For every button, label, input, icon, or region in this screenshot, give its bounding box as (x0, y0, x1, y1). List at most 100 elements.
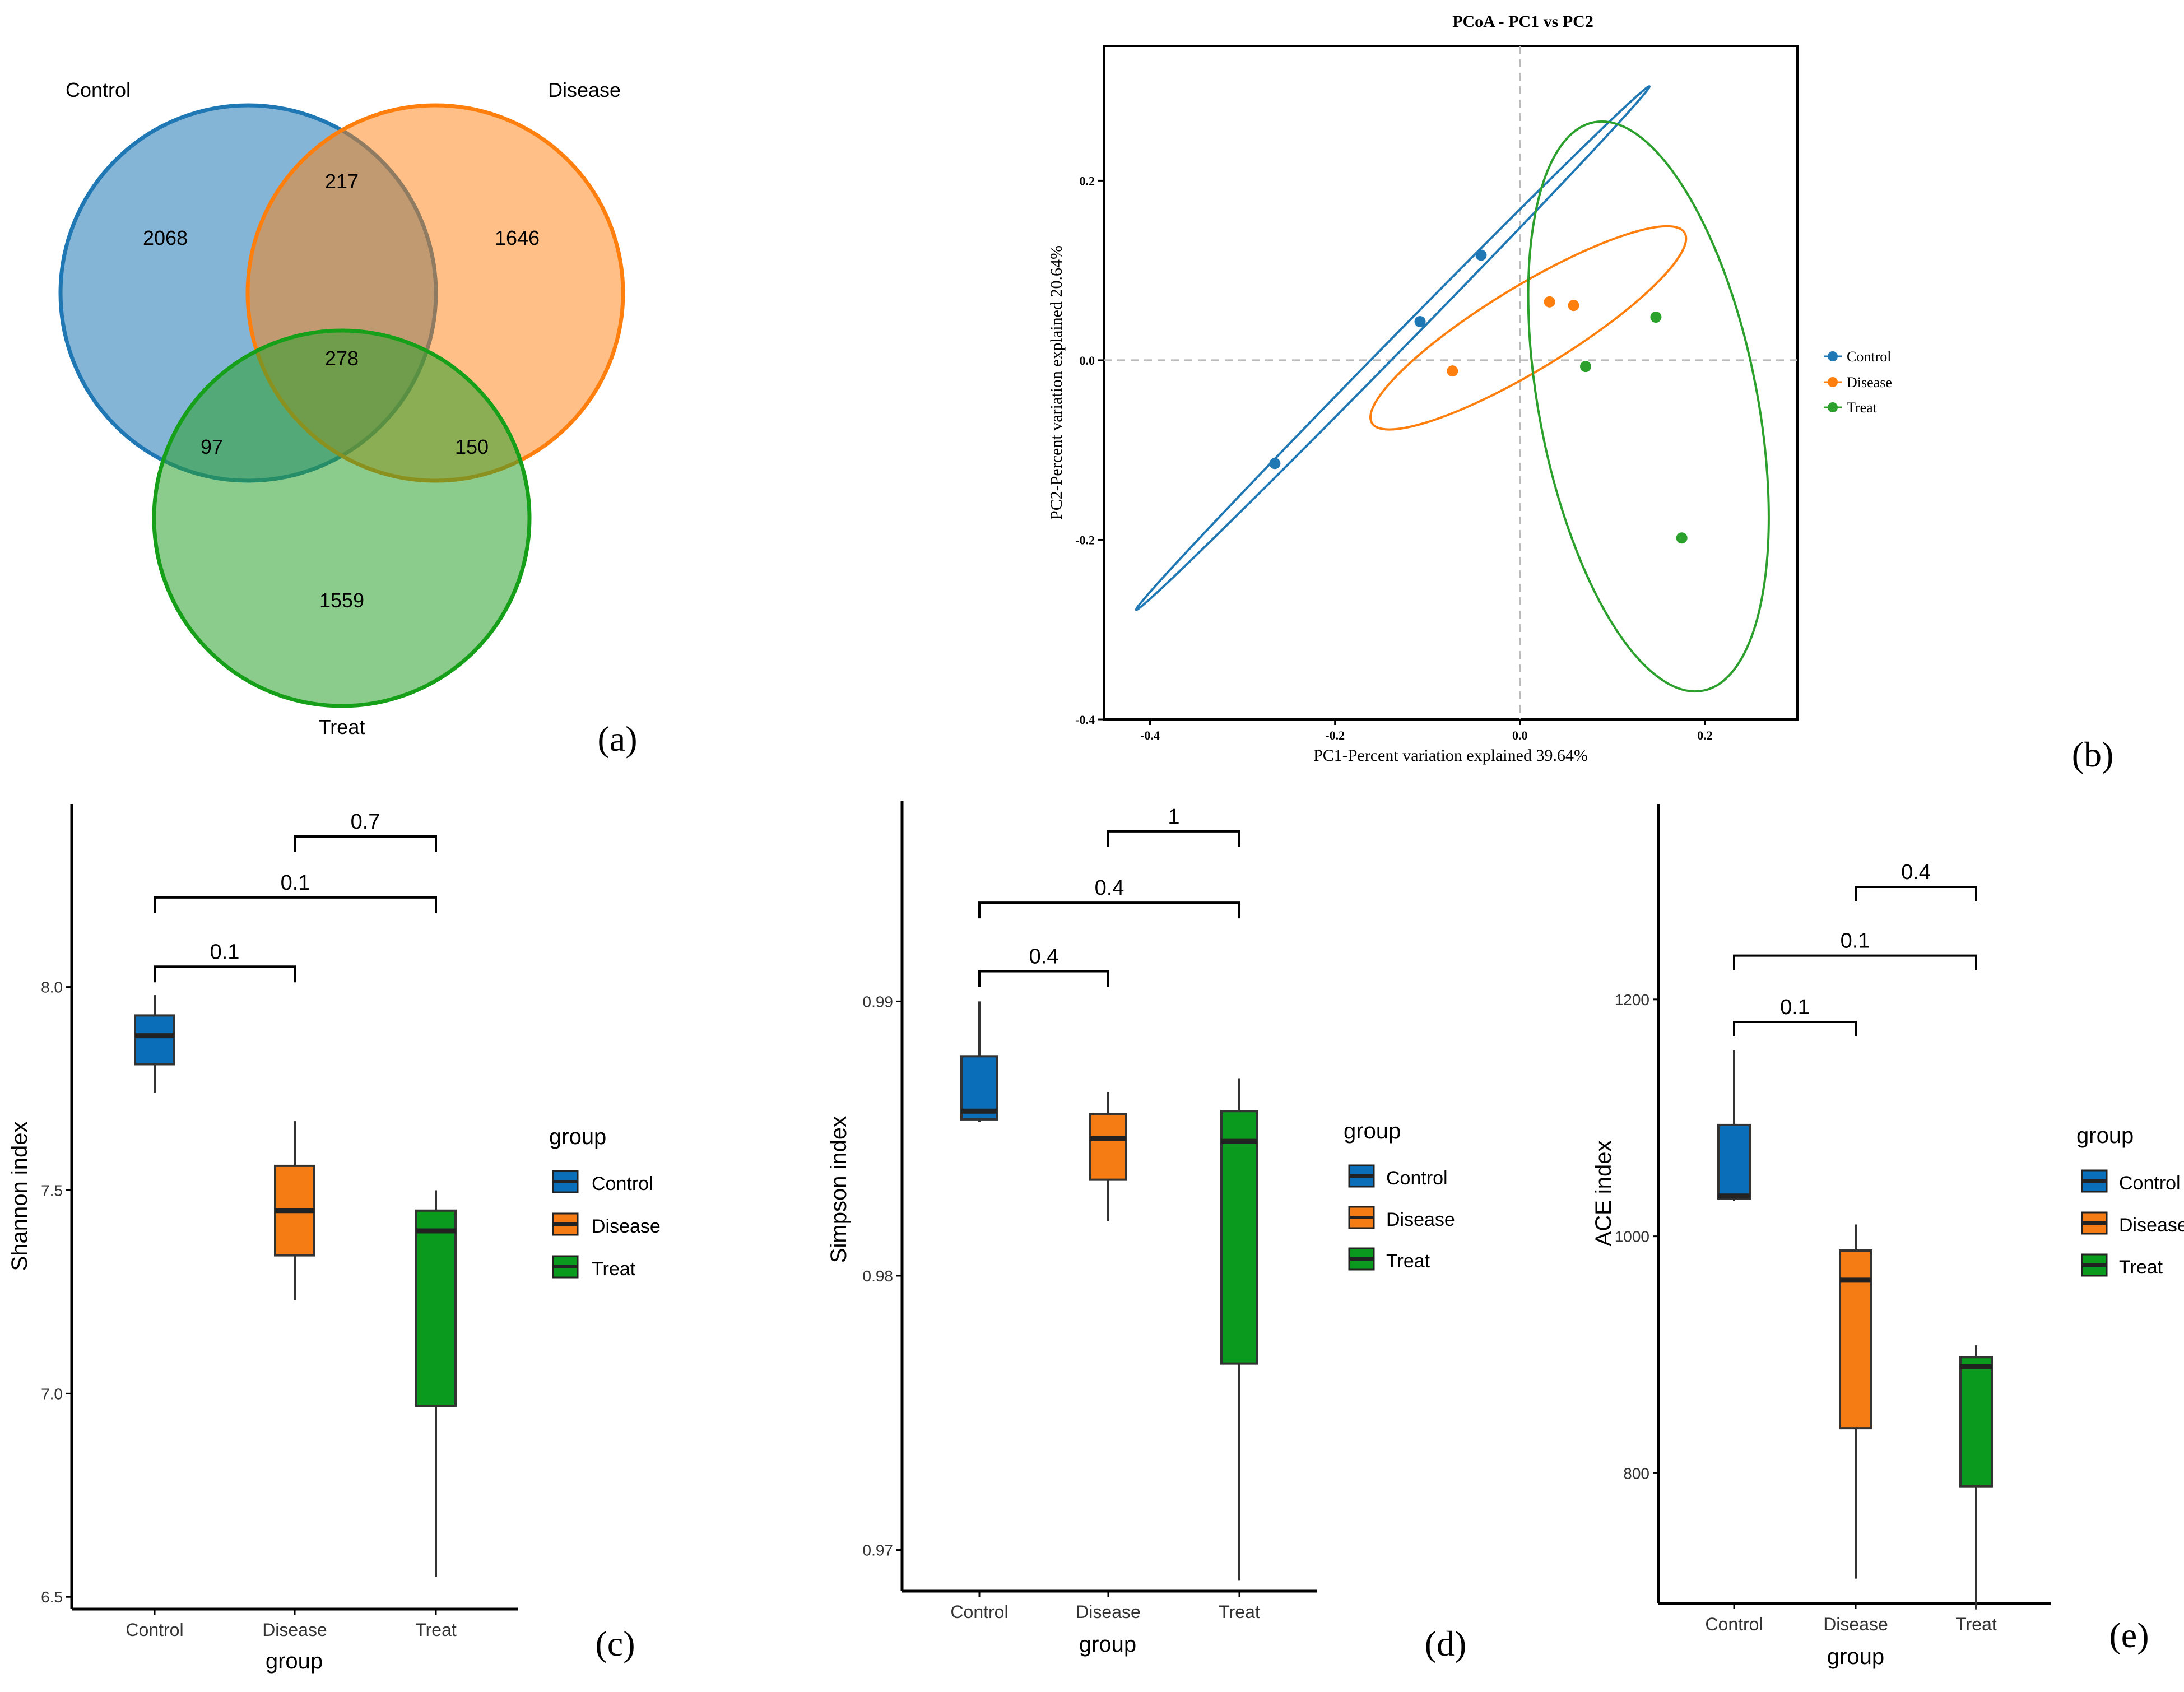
simpson-x-tick-label: Disease (1076, 1602, 1141, 1622)
shannon-box-control (134, 1014, 175, 1066)
pcoa-point-disease (1447, 365, 1458, 377)
pcoa-point-disease (1568, 300, 1579, 312)
shannon-legend-label-control: Control (592, 1173, 653, 1194)
simpson-legend-label-disease: Disease (1386, 1209, 1455, 1230)
pcoa-x-tick-label: -0.4 (1140, 728, 1160, 742)
pcoa-x-tick-label: 0.0 (1512, 728, 1528, 742)
pcoa-marks: -0.4 -0.2 0.0 0.2 -0.4 -0.2 0.0 0.2 (1075, 46, 1797, 742)
shannon-legend: Control Disease Treat (552, 1170, 661, 1280)
ace-legend-label-disease: Disease (2119, 1215, 2184, 1236)
simpson-box-disease (1089, 1113, 1127, 1181)
ace-box-treat (1959, 1356, 1993, 1488)
simpson-box-treat (1220, 1110, 1258, 1365)
pcoa-x-axis-label: PC1-Percent variation explained 39.64% (1313, 746, 1588, 765)
pcoa-point-treat (1650, 312, 1662, 323)
panel-label-b: (b) (2072, 735, 2114, 774)
venn-region-control-disease: 217 (325, 170, 359, 193)
pcoa-point-treat (1579, 361, 1591, 373)
ace-x-tick-label: Control (1705, 1614, 1763, 1634)
ace-x-axis-label: group (1827, 1644, 1884, 1669)
ace-legend-title: group (2076, 1123, 2134, 1148)
simpson-x-axis-label: group (1079, 1632, 1136, 1657)
panel-label-d: (d) (1425, 1624, 1467, 1663)
pcoa-legend-label-control: Control (1847, 348, 1891, 365)
simpson-comparison-p-value: 1 (1168, 805, 1179, 829)
simpson-comparison-bracket (978, 970, 1109, 987)
pcoa-point-disease (1544, 296, 1555, 308)
shannon-boxplot: 6.5 7.0 7.5 8.0 Control Disease Treat 0.1 0.1 0.7… (7, 804, 661, 1674)
shannon-x-axis-label: group (266, 1649, 323, 1674)
shannon-x-tick-label: Control (126, 1620, 183, 1640)
simpson-comparison-p-value: 0.4 (1029, 945, 1059, 969)
pcoa-point-control (1414, 316, 1426, 328)
shannon-comparison-bracket (294, 835, 437, 853)
ace-legend-label-control: Control (2119, 1173, 2181, 1194)
ace-box-disease (1839, 1249, 1872, 1430)
ace-comparison-bracket (1733, 1020, 1857, 1036)
shannon-comparison-p-value: 0.1 (210, 940, 240, 964)
panel-label-a: (a) (597, 719, 637, 759)
shannon-x-tick-label: Treat (415, 1620, 457, 1640)
ace-legend: Control Disease Treat (2081, 1169, 2184, 1278)
shannon-comparison-bracket (154, 896, 437, 913)
pcoa-y-tick-label: -0.4 (1075, 713, 1095, 727)
ace-comparison-p-value: 0.1 (1780, 996, 1810, 1019)
pcoa-ellipse-treat (1527, 120, 1770, 693)
shannon-y-tick-label: 8.0 (41, 979, 63, 996)
simpson-legend-title: group (1344, 1119, 1401, 1144)
ace-y-axis-label: ACE index (1591, 1141, 1616, 1247)
ace-comparison-bracket (1733, 954, 1977, 970)
ace-y-tick-label: 800 (1623, 1465, 1649, 1482)
simpson-x-tick-label: Treat (1219, 1602, 1260, 1622)
simpson-y-tick-label: 0.97 (863, 1542, 894, 1559)
venn-set-label-treat: Treat (319, 715, 365, 738)
venn-set-label-control: Control (66, 78, 131, 101)
ace-y-tick-label: 1000 (1615, 1228, 1649, 1245)
pcoa-legend: Control Disease Treat (1824, 348, 1892, 416)
pcoa-point-control (1269, 458, 1281, 470)
simpson-boxplot: 0.97 0.98 0.99 Control Disease Treat 0.4 0.4 1 S… (826, 801, 1455, 1657)
ace-legend-label-treat: Treat (2119, 1257, 2163, 1278)
pcoa-legend-dot-treat (1828, 402, 1838, 412)
pcoa-y-tick-label: 0.0 (1080, 354, 1095, 368)
pcoa-y-tick-label: -0.2 (1075, 533, 1095, 547)
shannon-comparison-bracket (154, 965, 296, 983)
pcoa-ellipse-control (1135, 85, 1651, 611)
ace-comparison-p-value: 0.4 (1901, 861, 1931, 884)
venn-diagram: Control Disease Treat 2068 1646 1559 217… (58, 78, 625, 738)
venn-circle-treat (152, 328, 532, 708)
shannon-legend-label-disease: Disease (592, 1216, 661, 1237)
ace-x-tick-label: Treat (1955, 1614, 1997, 1634)
pcoa-legend-label-treat: Treat (1847, 399, 1878, 416)
panel-label-c: (c) (595, 1624, 635, 1663)
venn-set-label-disease: Disease (548, 78, 621, 101)
pcoa-plot-frame (1103, 45, 1799, 721)
shannon-y-tick-label: 6.5 (41, 1588, 63, 1606)
simpson-legend-label-treat: Treat (1386, 1251, 1430, 1272)
pcoa-legend-label-disease: Disease (1847, 374, 1892, 391)
shannon-comparison-p-value: 0.7 (351, 810, 380, 834)
ace-comparison-p-value: 0.1 (1841, 929, 1870, 953)
ace-x-tick-label: Disease (1823, 1614, 1888, 1634)
simpson-comparison-p-value: 0.4 (1095, 876, 1124, 900)
shannon-x-tick-label: Disease (262, 1620, 327, 1640)
venn-region-treat-only: 1559 (319, 589, 364, 612)
venn-region-disease-treat: 150 (455, 435, 489, 458)
shannon-marks: 6.5 7.0 7.5 8.0 Control Disease Treat 0.1 0.1 0.7 (41, 804, 518, 1640)
ace-y-tick-label: 1200 (1615, 991, 1649, 1008)
simpson-comparison-bracket (978, 901, 1240, 919)
shannon-y-tick-label: 7.0 (41, 1385, 63, 1402)
pcoa-y-tick-label: 0.2 (1080, 174, 1095, 188)
shannon-y-tick-label: 7.5 (41, 1182, 63, 1199)
pcoa-ellipse-disease (1369, 225, 1688, 431)
simpson-comparison-bracket (1107, 830, 1240, 847)
shannon-y-axis-label: Shannon index (7, 1122, 32, 1271)
shannon-comparison-p-value: 0.1 (281, 871, 310, 895)
pcoa-title: PCoA - PC1 vs PC2 (1452, 12, 1593, 31)
pcoa-point-treat (1676, 532, 1688, 544)
ace-marks: 800 1000 1200 Control Disease Treat 0.1 0.1 0.4 (1615, 804, 2051, 1634)
simpson-y-tick-label: 0.98 (863, 1267, 894, 1285)
shannon-legend-label-treat: Treat (592, 1258, 636, 1280)
